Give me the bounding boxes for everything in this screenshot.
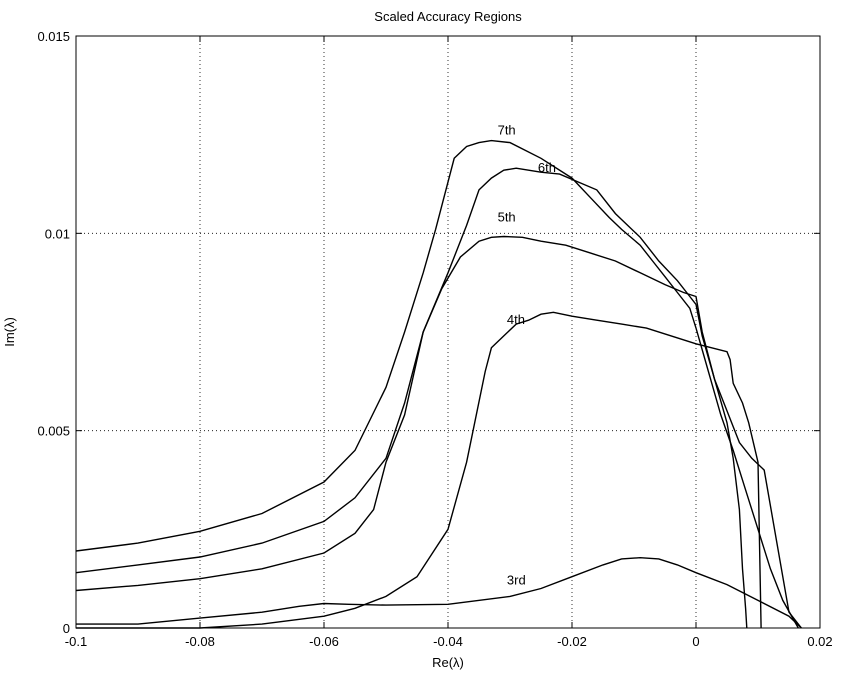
series-label-5th: 5th [498,209,516,224]
y-tick-label: 0.015 [37,29,70,44]
series-line-4th [76,311,762,629]
series-line-5th [75,235,748,629]
x-tick-label: -0.04 [433,634,463,649]
y-axis-label: Im(λ) [2,317,17,347]
series-layer [75,139,802,629]
y-tick-label: 0 [63,621,70,636]
series-label-4th: 4th [507,312,525,327]
grid [76,36,820,628]
series-line-3rd [76,556,802,629]
series-line-6th [75,167,802,629]
series-label-3rd: 3rd [507,573,526,588]
series-line-7th [75,139,799,629]
series-label-7th: 7th [498,123,516,138]
series-label-6th: 6th [538,160,556,175]
x-tick-label: -0.1 [65,634,87,649]
x-tick-label: 0.02 [807,634,832,649]
y-tick-label: 0.01 [45,226,70,241]
y-axis: 0 0.005 0.01 0.015 [37,29,820,636]
x-tick-label: 0 [692,634,699,649]
x-axis-label: Re(λ) [432,655,464,670]
x-tick-label: -0.08 [185,634,215,649]
x-tick-label: -0.06 [309,634,339,649]
series-labels: 7th 6th 5th 4th 3rd [498,123,556,588]
chart-title: Scaled Accuracy Regions [374,9,522,24]
x-tick-label: -0.02 [557,634,587,649]
x-axis: -0.1 -0.08 -0.06 -0.04 -0.02 0 0.02 [65,36,833,649]
y-tick-label: 0.005 [37,424,70,439]
